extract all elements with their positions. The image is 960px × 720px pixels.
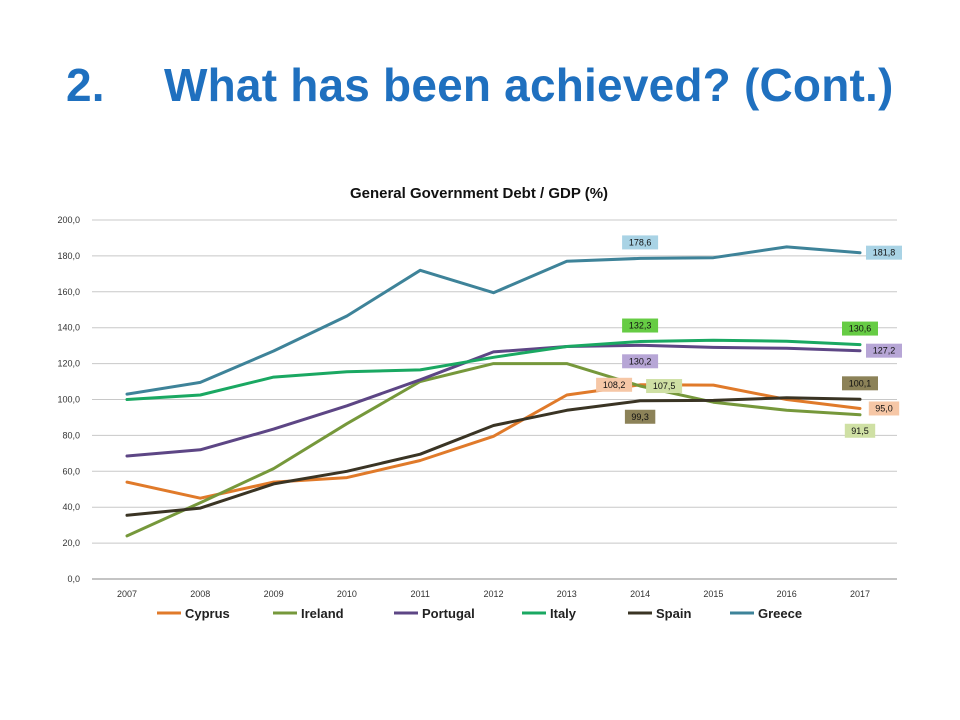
legend-label: Greece [758, 606, 802, 621]
legend-item-spain: Spain [628, 606, 691, 621]
data-label-cyprus: 95,0 [868, 401, 900, 416]
y-tick-label: 0,0 [67, 574, 80, 584]
legend-item-ireland: Ireland [273, 606, 344, 621]
svg-text:95,0: 95,0 [875, 403, 893, 413]
svg-text:108,2: 108,2 [603, 380, 626, 390]
svg-text:181,8: 181,8 [873, 248, 896, 258]
legend-item-italy: Italy [522, 606, 577, 621]
series-line-spain [125, 396, 862, 517]
series-line-cyprus [125, 383, 862, 500]
series-line-portugal [125, 343, 862, 458]
slide-number: 2. [66, 59, 105, 111]
legend-label: Italy [550, 606, 577, 621]
x-tick-label: 2014 [630, 589, 650, 599]
legend-label: Cyprus [185, 606, 230, 621]
x-tick-label: 2009 [264, 589, 284, 599]
x-axis-ticks: 2007 2008 2009 2010 2011 2012 2013 2014 2015 2016… [117, 589, 870, 599]
data-label-greece: 178,6 [622, 235, 659, 250]
y-tick-label: 120,0 [57, 359, 80, 369]
x-tick-label: 2015 [703, 589, 723, 599]
y-tick-label: 60,0 [62, 466, 80, 476]
data-label-greece: 181,8 [866, 245, 902, 260]
svg-text:178,6: 178,6 [629, 237, 652, 247]
legend: Cyprus Ireland Portugal Italy Spain Greece [157, 606, 802, 621]
series-lines [125, 245, 862, 538]
data-label-cyprus: 108,2 [596, 377, 633, 392]
x-tick-label: 2013 [557, 589, 577, 599]
x-tick-label: 2012 [483, 589, 503, 599]
data-label-ireland: 107,5 [646, 379, 683, 394]
data-label-spain: 99,3 [624, 409, 656, 424]
slide-title-text: What has been achieved? (Cont.) [164, 59, 894, 111]
x-tick-label: 2016 [777, 589, 797, 599]
y-tick-label: 200,0 [57, 215, 80, 225]
legend-item-cyprus: Cyprus [157, 606, 230, 621]
series-line-greece [125, 245, 862, 396]
legend-label: Ireland [301, 606, 344, 621]
y-axis-ticks: 0,0 20,0 40,0 60,0 80,0 100,0 120,0 140,0 160,0 1… [57, 215, 80, 584]
legend-label: Spain [656, 606, 691, 621]
data-label-portugal: 130,2 [622, 354, 659, 369]
data-label-portugal: 127,2 [866, 343, 902, 358]
legend-item-greece: Greece [730, 606, 802, 621]
svg-text:100,1: 100,1 [849, 378, 872, 388]
data-label-ireland: 91,5 [844, 423, 876, 438]
y-tick-label: 80,0 [62, 430, 80, 440]
svg-text:132,3: 132,3 [629, 321, 652, 331]
x-tick-label: 2007 [117, 589, 137, 599]
y-tick-label: 100,0 [57, 395, 80, 405]
y-tick-label: 180,0 [57, 251, 80, 261]
svg-text:127,2: 127,2 [873, 346, 896, 356]
series-line-italy [125, 338, 862, 401]
x-tick-label: 2008 [190, 589, 210, 599]
svg-text:91,5: 91,5 [851, 426, 869, 436]
y-tick-label: 20,0 [62, 538, 80, 548]
slide-title: 2. What has been achieved? (Cont.) [66, 58, 894, 112]
y-tick-label: 160,0 [57, 287, 80, 297]
svg-text:130,2: 130,2 [629, 356, 652, 366]
series-line-ireland [125, 362, 862, 538]
data-label-italy: 132,3 [622, 318, 659, 333]
y-tick-label: 40,0 [62, 502, 80, 512]
svg-text:99,3: 99,3 [631, 412, 649, 422]
y-tick-label: 140,0 [57, 323, 80, 333]
legend-item-portugal: Portugal [394, 606, 475, 621]
x-tick-label: 2010 [337, 589, 357, 599]
data-label-italy: 130,6 [842, 321, 878, 336]
chart-title: General Government Debt / GDP (%) [350, 185, 608, 202]
x-tick-label: 2011 [411, 589, 430, 599]
svg-text:130,6: 130,6 [849, 324, 872, 334]
data-labels: 178,6 181,8 132,3 130,6 130,2 127,2 108,2 95,0 1… [596, 235, 902, 438]
svg-text:107,5: 107,5 [653, 381, 676, 391]
legend-label: Portugal [422, 606, 475, 621]
data-label-spain: 100,1 [842, 376, 878, 391]
x-tick-label: 2017 [850, 589, 870, 599]
